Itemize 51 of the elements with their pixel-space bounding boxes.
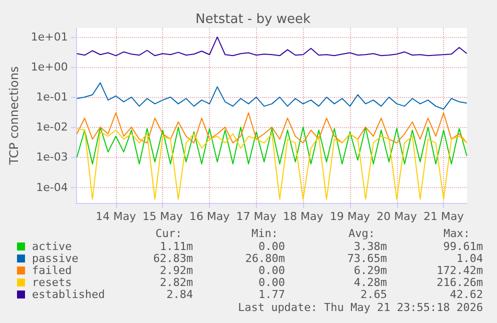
legend-label: failed	[32, 264, 72, 277]
legend-label: established	[32, 288, 105, 301]
line-series	[76, 128, 468, 200]
text: 1.04	[456, 252, 484, 265]
text: Last update: Thu May 21 23:55:18 2026	[238, 301, 483, 314]
text: 42.62	[450, 288, 483, 301]
y-tick-label: 1e-02	[36, 120, 68, 134]
x-tick-label: 15 May	[142, 210, 184, 223]
y-tick-label: 1e+01	[30, 30, 68, 44]
text: Max:	[444, 227, 470, 240]
x-tick-label: 20 May	[376, 210, 418, 223]
x-tick-label: 16 May	[189, 210, 230, 223]
y-axis-title: TCP connections	[7, 66, 21, 166]
x-tick-label: 19 May	[330, 210, 371, 223]
text: 3.38m	[354, 240, 388, 253]
text: 216.26m	[436, 276, 484, 289]
line-series	[76, 82, 468, 110]
text: Avg:	[348, 227, 375, 240]
x-tick-label: 18 May	[283, 210, 324, 223]
chart-title: Netstat - by week	[196, 12, 311, 27]
text: 4.28m	[354, 276, 388, 289]
text: 26.80m	[245, 252, 286, 265]
legend-label: resets	[32, 276, 72, 289]
legend-label: passive	[32, 252, 78, 265]
text: 1.77	[258, 288, 285, 301]
text: 2.92m	[160, 264, 194, 277]
text: 99.61m	[443, 240, 484, 253]
text: 73.65m	[347, 252, 388, 265]
text: 1.11m	[160, 240, 194, 253]
text: Min:	[252, 227, 278, 240]
legend-label: active	[32, 240, 72, 253]
y-tick-label: 1e-04	[36, 180, 68, 194]
line-series	[76, 36, 468, 56]
line-series	[76, 126, 468, 164]
text: 0.00	[258, 240, 285, 253]
x-tick-label: 17 May	[236, 210, 277, 223]
text: 172.42m	[436, 264, 484, 277]
line-series	[76, 112, 468, 144]
y-tick-label: 1e+00	[30, 60, 68, 74]
text: 2.65	[360, 288, 387, 301]
text: 62.83m	[153, 252, 194, 265]
text: 6.29m	[354, 264, 388, 277]
text: 0.00	[258, 264, 285, 277]
text: 0.00	[258, 276, 285, 289]
x-tick-label: 21 May	[423, 210, 464, 223]
y-tick-label: 1e-03	[36, 150, 68, 164]
text: 2.84	[166, 288, 194, 301]
x-tick-label: 14 May	[96, 210, 136, 223]
text: 2.82m	[160, 276, 194, 289]
y-tick-label: 1e-01	[36, 90, 68, 104]
text: Cur:	[156, 227, 182, 240]
